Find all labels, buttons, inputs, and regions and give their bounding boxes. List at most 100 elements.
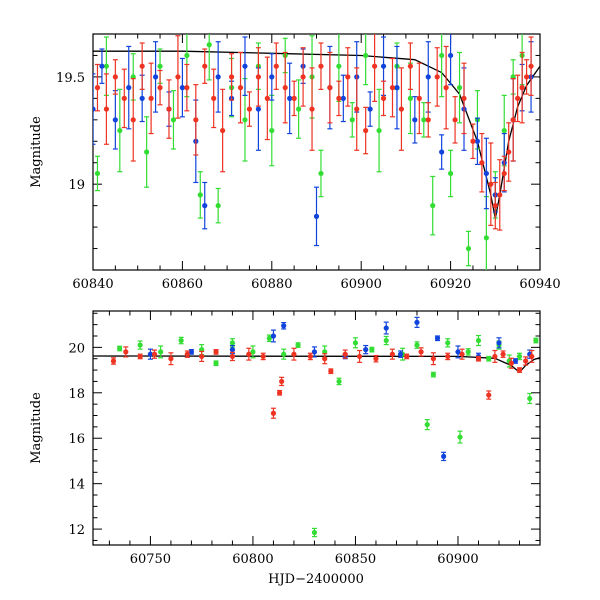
data-point-green	[349, 102, 355, 138]
data-point-red	[237, 51, 244, 124]
data-point-blue	[441, 451, 447, 462]
data-point-red	[523, 59, 530, 95]
data-point-blue	[188, 349, 195, 355]
data-point-green	[516, 352, 523, 361]
data-point-green	[229, 338, 236, 348]
data-point-red	[199, 350, 205, 363]
data-point-red	[202, 48, 208, 84]
data-point-blue	[496, 337, 502, 349]
data-point-blue	[434, 335, 441, 342]
data-point-blue	[474, 117, 481, 166]
data-point-green	[363, 34, 369, 86]
data-point-blue	[126, 45, 132, 130]
data-point-red	[363, 106, 369, 155]
data-point-red	[103, 73, 110, 145]
data-point-green	[94, 155, 101, 192]
x-tick-label: 60750	[130, 552, 171, 567]
data-point-red	[110, 357, 117, 365]
data-point-red	[279, 376, 285, 387]
data-point-red	[407, 42, 413, 90]
data-point-red	[121, 68, 127, 129]
data-point-green	[439, 34, 445, 98]
data-point-red	[130, 78, 136, 162]
data-point-red	[519, 51, 525, 124]
data-point-green	[475, 334, 482, 347]
data-point-blue	[425, 41, 431, 113]
data-point-blue	[455, 345, 461, 359]
x-tick-label: 60880	[251, 277, 292, 292]
data-point-red	[452, 96, 458, 144]
data-point-green	[430, 175, 436, 236]
y-tick-label: 19.5	[56, 71, 85, 86]
data-point-red	[492, 181, 498, 230]
data-point-green	[170, 90, 177, 150]
data-point-red	[213, 349, 219, 355]
data-point-red	[488, 142, 494, 226]
data-point-green	[311, 527, 318, 538]
data-point-blue	[483, 137, 489, 210]
data-point-green	[456, 51, 463, 124]
data-point-red	[486, 390, 492, 400]
data-point-red	[291, 347, 297, 361]
data-point-red	[151, 349, 158, 359]
data-point-blue	[397, 350, 404, 358]
data-point-blue	[202, 181, 208, 230]
data-point-blue	[439, 134, 445, 170]
data-point-blue	[93, 73, 96, 145]
data-point-blue	[311, 346, 318, 358]
data-point-green	[158, 345, 164, 359]
data-point-red	[342, 349, 348, 359]
y-tick-label: 20	[68, 341, 85, 356]
data-point-red	[508, 357, 514, 369]
data-point-green	[336, 377, 342, 386]
data-point-red	[373, 354, 379, 363]
bottom-y-axis-label: Magnitude	[29, 392, 44, 464]
data-point-red	[246, 91, 253, 127]
x-tick-label: 60840	[72, 277, 113, 292]
x-tick-label: 60900	[341, 277, 382, 292]
data-point-red	[404, 353, 410, 360]
data-point-red	[282, 51, 288, 124]
data-point-green	[352, 337, 359, 349]
data-point-red	[515, 74, 521, 123]
data-point-red	[327, 51, 333, 124]
data-point-red	[389, 57, 396, 118]
bottom-panel: 60750 60800 60850 60900 12 14 16 18 20 Magnitud…	[29, 310, 541, 587]
data-point-red	[354, 67, 360, 151]
data-point-red	[318, 42, 324, 90]
data-point-red	[516, 367, 523, 373]
data-point-red	[336, 80, 342, 117]
data-point-red	[523, 356, 529, 366]
data-point-red	[307, 352, 313, 361]
data-point-red	[475, 355, 482, 362]
data-point-red	[166, 79, 172, 139]
data-point-red	[328, 368, 334, 375]
data-point-red	[372, 34, 378, 102]
data-point-blue	[367, 91, 373, 127]
data-point-green	[430, 371, 436, 378]
data-point-red	[94, 63, 101, 112]
data-point-red	[139, 42, 145, 90]
data-point-green	[486, 355, 492, 362]
data-point-green	[533, 337, 539, 344]
x-tick-label: 60800	[232, 552, 273, 567]
data-point-red	[291, 80, 297, 117]
data-point-red	[501, 155, 507, 192]
data-point-green	[137, 340, 143, 350]
data-point-green	[318, 149, 324, 198]
data-point-red	[220, 88, 226, 173]
data-point-red	[418, 347, 424, 357]
y-tick-label: 18	[68, 387, 85, 402]
data-point-blue	[112, 90, 118, 150]
data-point-red	[270, 407, 277, 419]
data-point-green	[296, 79, 302, 139]
y-tick-label: 14	[68, 478, 85, 493]
data-point-red	[528, 36, 534, 96]
data-point-green	[144, 116, 150, 188]
data-point-red	[273, 42, 279, 90]
top-x-tick-labels: 60840 60860 60880 60900 60920 60940	[72, 277, 560, 292]
bottom-x-axis-label: HJD−2400000	[268, 572, 364, 587]
data-point-red	[500, 350, 506, 358]
top-data-points	[93, 34, 534, 270]
